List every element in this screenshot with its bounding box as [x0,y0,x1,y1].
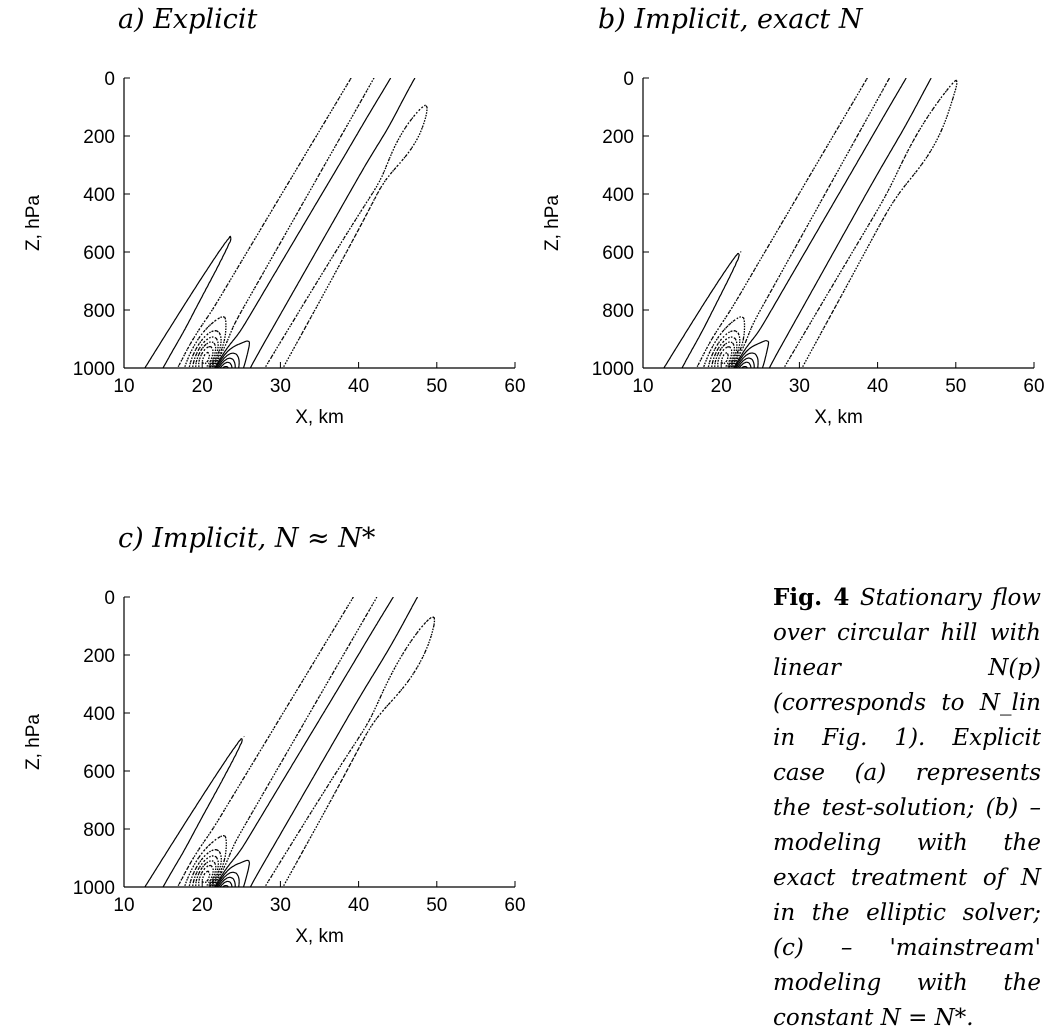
panel-a-title-text: a) Explicit [118,4,258,35]
contour-line-positive [144,597,419,887]
y-tick-label: 0 [104,588,115,609]
contour-line-negative [702,316,746,368]
x-tick-label: 10 [113,895,134,916]
x-tick-label: 10 [632,376,653,397]
contour-line-negative [717,346,733,368]
y-axis-label: Z, hPa [542,195,563,251]
y-tick-label: 400 [83,185,115,206]
contour-line-negative [195,860,217,887]
contours-a [144,78,428,368]
x-tick-label: 40 [348,376,369,397]
x-tick-label: 60 [1023,376,1044,397]
contour-line-positive [738,361,752,368]
contour-line-negative [198,345,214,368]
panel-c-title: c) Implicit, N ≈ N* [118,523,375,554]
panel-c-title-text: c) Implicit, N ≈ N* [118,523,376,554]
x-tick-label: 30 [270,376,291,397]
contour-line-positive [144,78,416,368]
contour-line-positive [219,361,233,368]
contour-line-negative [201,870,211,884]
y-tick-label: 400 [602,185,634,206]
contour-line-positive [735,352,759,368]
y-tick-label: 1000 [73,359,115,380]
y-tick-label: 1000 [592,359,634,380]
contour-line-negative [707,330,741,368]
y-tick-label: 800 [83,301,115,322]
contour-line-negative [176,78,428,368]
caption-label: Fig. 4 [773,584,850,611]
y-tick-label: 1000 [73,878,115,899]
contour-line-negative [183,834,227,887]
panel-b-title: b) Implicit, exact N [598,4,862,35]
x-tick-label: 60 [504,376,525,397]
contours-b [663,78,958,368]
contours-c [144,597,436,887]
x-tick-label: 10 [113,376,134,397]
x-tick-label: 50 [426,895,447,916]
x-tick-label: 40 [867,376,888,397]
x-tick-label: 50 [945,376,966,397]
contour-line-negative [710,336,738,368]
y-tick-label: 600 [83,243,115,264]
contour-line-negative [720,352,729,365]
x-tick-label: 30 [270,895,291,916]
contour-line-negative [183,316,227,368]
x-tick-label: 20 [192,895,213,916]
x-tick-label: 60 [504,895,525,916]
x-tick-label: 20 [192,376,213,397]
y-axis-label: Z, hPa [23,714,44,770]
y-tick-label: 0 [623,69,634,90]
contour-line-negative [191,855,220,887]
x-tick-label: 20 [711,376,732,397]
contour-line-positive [216,352,240,368]
y-tick-label: 200 [83,127,115,148]
y-tick-label: 400 [83,704,115,725]
x-tick-label: 40 [348,895,369,916]
panel-a-title: a) Explicit [118,4,257,35]
contour-line-negative [695,78,958,368]
contour-line-positive [663,78,932,368]
contour-line-negative [176,597,436,887]
y-axis-label: Z, hPa [23,195,44,251]
x-axis-label: X, km [814,407,863,428]
y-tick-label: 0 [104,69,115,90]
y-tick-label: 600 [83,762,115,783]
y-tick-label: 200 [83,646,115,667]
figure-caption: Fig. 4 Stationary flow over circular hil… [773,580,1041,1036]
contour-line-negative [201,351,211,365]
contour-line-negative [188,848,222,887]
contour-line-negative [714,341,736,368]
contour-line-negative [198,864,214,887]
caption-text: Stationary flow over circular hill with … [773,585,1041,1031]
contour-line-negative [195,341,217,368]
y-tick-label: 800 [83,820,115,841]
panel-b-title-text: b) Implicit, exact N [598,4,863,35]
y-tick-label: 800 [602,301,634,322]
x-tick-label: 50 [426,376,447,397]
x-tick-label: 30 [789,376,810,397]
x-axis-label: X, km [295,926,344,947]
contour-line-negative [188,330,222,368]
y-tick-label: 600 [602,243,634,264]
contour-line-negative [191,336,219,368]
x-axis-label: X, km [295,407,344,428]
y-tick-label: 200 [602,127,634,148]
contour-line-positive [216,871,240,887]
contour-line-positive [219,880,233,887]
